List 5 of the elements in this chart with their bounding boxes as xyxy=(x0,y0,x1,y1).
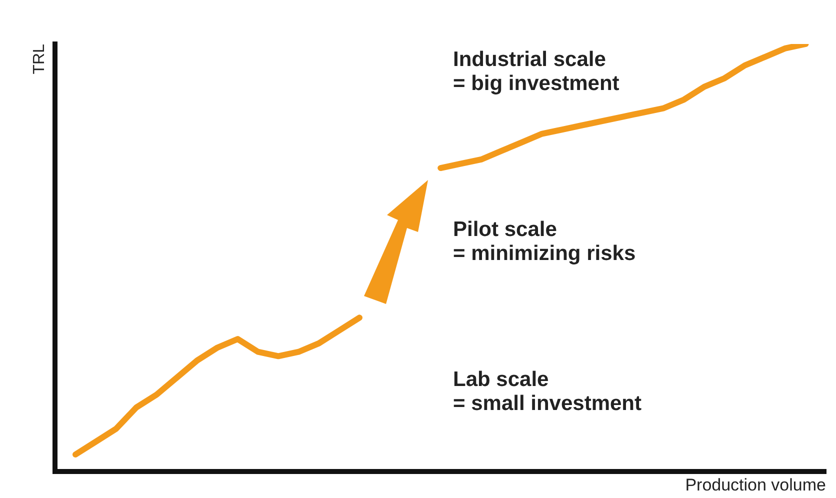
annotation: Industrial scale = big investment xyxy=(453,48,620,96)
y-axis-title: TRL xyxy=(31,44,48,74)
annotation: Lab scale = small investment xyxy=(453,368,642,416)
x-axis-title: Production volume xyxy=(685,475,826,494)
annotation: Pilot scale = minimizing risks xyxy=(453,218,636,266)
